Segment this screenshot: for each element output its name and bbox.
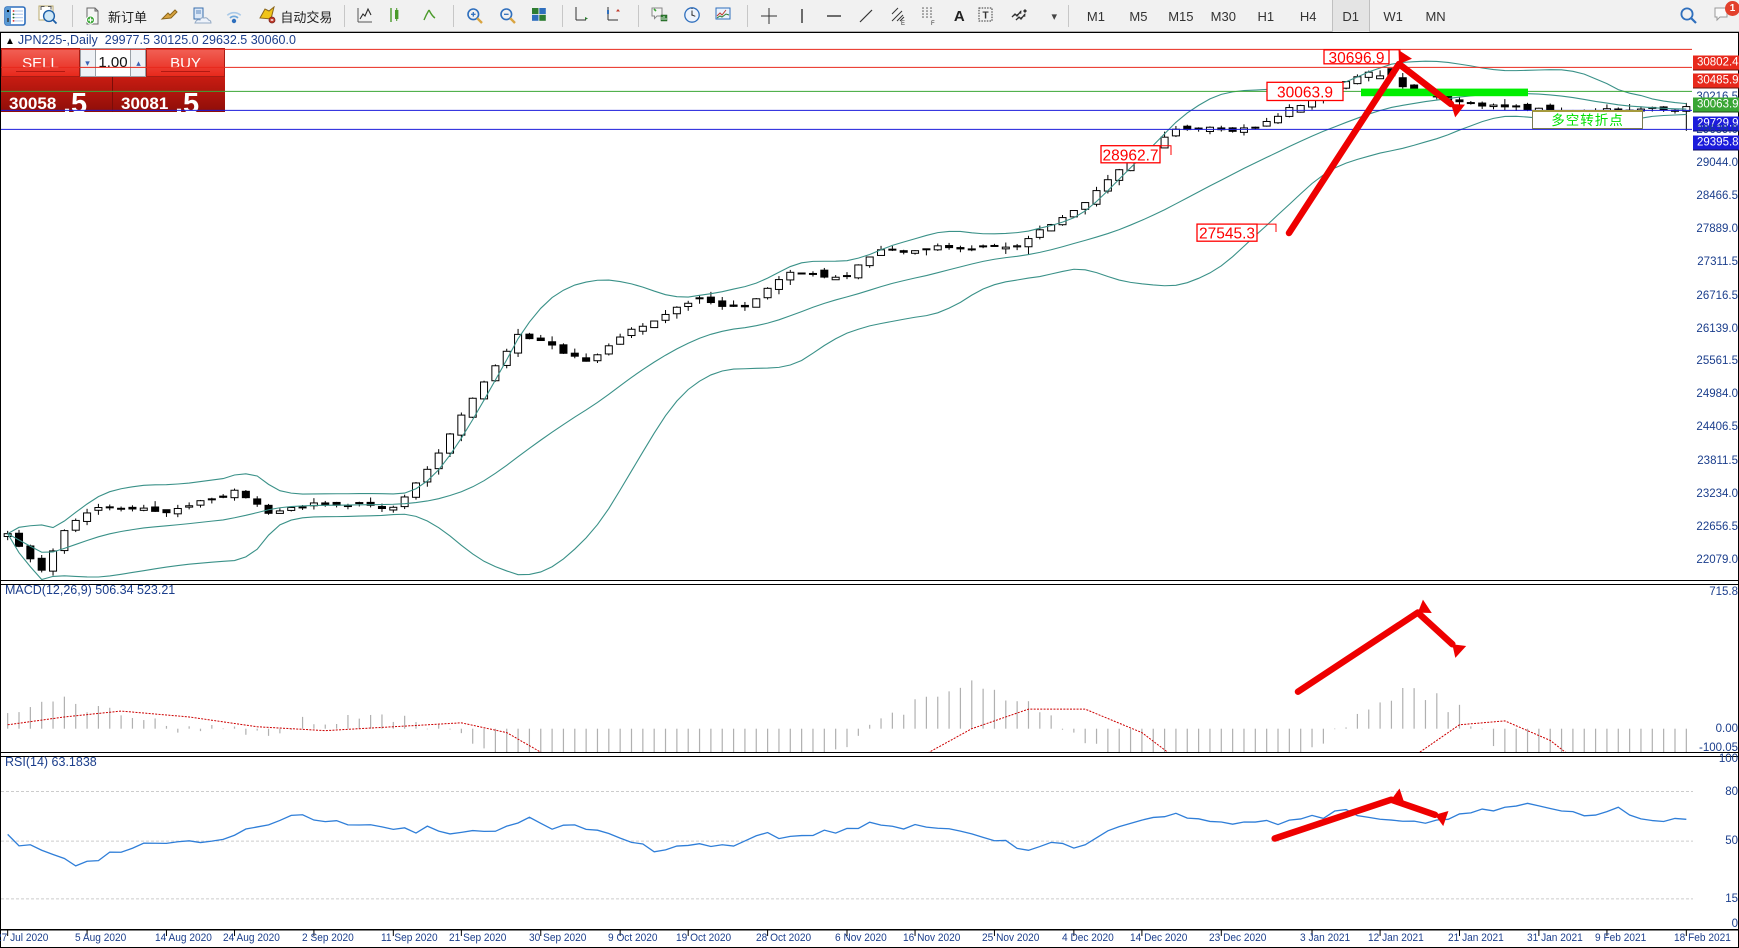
- svg-text:E: E: [901, 21, 905, 26]
- svg-text:27545.3: 27545.3: [1199, 226, 1255, 243]
- svg-text:T: T: [983, 11, 989, 22]
- svg-text:30063.9: 30063.9: [1277, 84, 1333, 101]
- svg-text:F: F: [931, 21, 935, 26]
- svg-text:30696.9: 30696.9: [1328, 50, 1384, 67]
- svg-text:28962.7: 28962.7: [1102, 147, 1158, 164]
